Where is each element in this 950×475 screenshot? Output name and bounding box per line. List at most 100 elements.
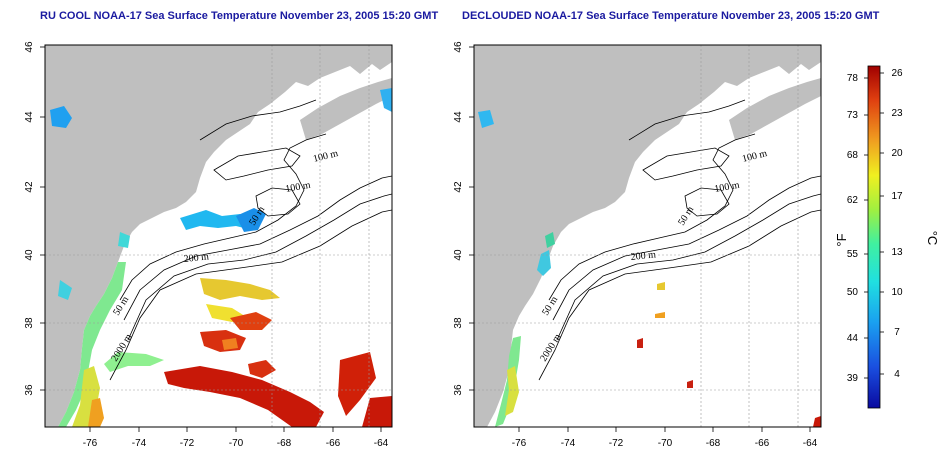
contour-label-100m-b: 100 m (285, 180, 312, 195)
lon-tick-label: -66 (755, 438, 770, 449)
right-panel-title: DECLOUDED NOAA-17 Sea Surface Temperatur… (462, 10, 880, 22)
lat-tick-label: 36 (24, 384, 35, 396)
sst-scatter-red-2 (687, 380, 693, 388)
sst-slope-warm (200, 278, 280, 300)
colorbar-f-label: 39 (847, 373, 859, 384)
contour-50m (548, 133, 756, 301)
contour-shelf-north (628, 99, 746, 141)
colorbar-c-label: 17 (891, 191, 903, 202)
lon-tick-label: -74 (132, 438, 147, 449)
lat-tick-label: 36 (453, 384, 464, 396)
contour-label-200m: 200 m (630, 249, 657, 263)
lat-tick-label: 44 (24, 111, 35, 123)
lat-tick-label: 46 (24, 41, 35, 53)
lon-tick-label: -72 (180, 438, 195, 449)
sst-se-corner (813, 416, 821, 427)
sst-georges-cold (236, 208, 266, 232)
contour-2000m (538, 209, 821, 381)
colorbar-f-label: 73 (847, 110, 859, 121)
colorbar-c-label: 26 (891, 68, 903, 79)
colorbar-f-label: 68 (847, 150, 859, 161)
lon-tick-label: -68 (706, 438, 721, 449)
lon-tick-label: -76 (512, 438, 527, 449)
lat-tick-label: 44 (453, 111, 464, 123)
sst-coastal-band (495, 336, 521, 427)
land-mass (45, 45, 392, 427)
sst-se-corner (362, 396, 392, 427)
lon-tick-label: -64 (803, 438, 818, 449)
lat-tick-label: 46 (453, 41, 464, 53)
lon-tick-label: -76 (83, 438, 98, 449)
contour-50m (119, 133, 327, 301)
contour-gulf (642, 147, 730, 181)
colorbar-gradient (867, 65, 881, 409)
lon-tick-label: -72 (609, 438, 624, 449)
contour-2000m (109, 209, 392, 381)
sst-coastal-warm (505, 366, 519, 416)
colorbar-c-label: 20 (891, 148, 903, 159)
lat-tick-label: 42 (453, 181, 464, 193)
sst-scatter-red (248, 360, 276, 378)
sst-gulf-maine-cold (180, 210, 256, 230)
colorbar-c-label: 4 (894, 369, 900, 380)
colorbar-c-label: 7 (894, 327, 900, 338)
sst-scatter-red (637, 338, 643, 348)
colorbar-ticks: 78 73 68 62 55 50 44 39 26 23 20 17 13 10 7 4 (847, 68, 903, 384)
lat-tick-label: 38 (453, 317, 464, 329)
colorbar-f-label: 55 (847, 249, 859, 260)
bathymetry-contours (538, 99, 821, 381)
sst-coastal-north (537, 250, 551, 276)
lat-tick-label: 38 (24, 317, 35, 329)
sst-gulf-stream-core (164, 366, 324, 427)
left-map-panel: 100 m 100 m 50 m 200 m 50 m 2000 m (44, 44, 393, 428)
bathymetry-contours (109, 99, 392, 381)
celsius-unit-label: °C (925, 231, 940, 246)
contour-label-100m-b: 100 m (714, 180, 741, 195)
sst-slope-yellow (657, 282, 665, 290)
contour-200m (556, 193, 821, 341)
sst-shelf-plume (104, 352, 164, 372)
colorbar-f-label: 50 (847, 287, 859, 298)
sst-ne-corner (380, 88, 392, 112)
colorbar: 78 73 68 62 55 50 44 39 26 23 20 17 13 10 7 4 °F °C (834, 65, 940, 409)
colorbar-c-label: 10 (891, 287, 903, 298)
contour-bank (684, 187, 730, 217)
sst-gulf-stream-east (338, 352, 376, 416)
contour-bank (255, 187, 301, 217)
right-map-panel: 100 m 100 m 50 m 200 m 50 m 2000 m (473, 44, 822, 428)
lat-tick-label: 40 (24, 249, 35, 261)
sst-maine-patch (478, 110, 494, 128)
lon-tick-label: -70 (229, 438, 244, 449)
sst-data (50, 88, 392, 427)
sst-hudson (545, 232, 555, 248)
land-mass (474, 45, 821, 427)
contour-shelf-north (199, 99, 317, 141)
colorbar-f-label: 78 (847, 73, 859, 84)
sst-scatter-orange (655, 312, 665, 318)
contour-200m (127, 193, 392, 341)
contour-100m (123, 175, 392, 321)
sst-maine-patch (50, 106, 72, 128)
lat-tick-label: 42 (24, 181, 35, 193)
contour-100m (552, 175, 821, 321)
colorbar-f-label: 62 (847, 195, 859, 206)
graticule (474, 45, 821, 427)
map-axes: -76 -74 -72 -70 -68 -66 -64 36 38 40 42 44 46 -76 -74 -… (24, 41, 818, 449)
map-frame (44, 44, 393, 428)
sst-coastal-band (58, 262, 126, 427)
colorbar-f-label: 44 (847, 333, 859, 344)
colorbar-c-label: 23 (891, 108, 903, 119)
lon-tick-label: -74 (561, 438, 576, 449)
map-frame (473, 44, 822, 428)
sst-coastal-north (58, 280, 72, 300)
graticule (45, 45, 392, 427)
contour-gulf (213, 147, 301, 181)
lat-tick-label: 40 (453, 249, 464, 261)
colorbar-c-label: 13 (891, 247, 903, 258)
sst-gulf-stream-2 (230, 312, 272, 330)
sst-data (478, 110, 821, 427)
lon-tick-label: -70 (658, 438, 673, 449)
lon-tick-label: -68 (277, 438, 292, 449)
sst-hudson (118, 232, 130, 248)
